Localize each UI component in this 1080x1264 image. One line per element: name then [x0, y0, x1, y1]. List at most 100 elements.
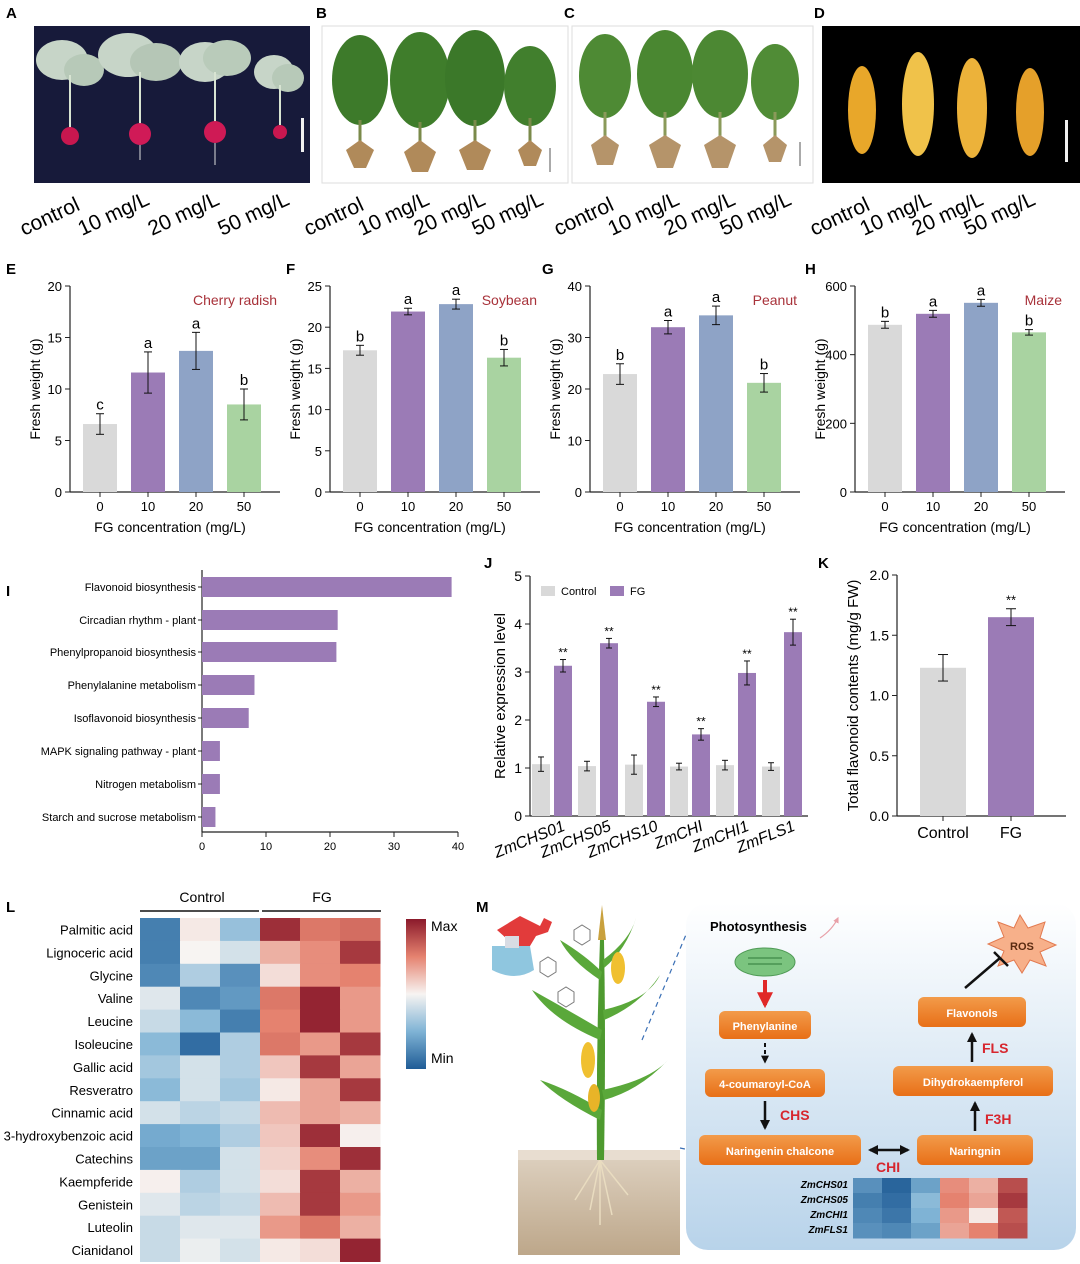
gene-heatmap-cell: [969, 1223, 999, 1239]
panel-letter: K: [818, 555, 829, 572]
significance-mark: **: [1006, 593, 1016, 608]
soybean-plants: [332, 30, 556, 172]
box-label: Naringnin: [949, 1146, 1001, 1158]
pathway-box-phenylanine: Phenylanine: [719, 1011, 811, 1039]
heatmap-cell: [140, 963, 181, 988]
metabolite-label: 3-hydroxybenzoic acid: [4, 1129, 133, 1144]
y-tick-label: 25: [308, 279, 322, 294]
gene-heatmap: [853, 1178, 1028, 1239]
gene-heatmap-cell: [940, 1208, 970, 1224]
gene-heatmap-cell: [882, 1223, 912, 1239]
x-tick-label: Control: [917, 825, 969, 842]
crop-name: Soybean: [482, 292, 537, 308]
bar: [747, 382, 781, 492]
heatmap-cell: [140, 1078, 181, 1102]
x-tick-label: 50: [497, 499, 511, 514]
significance-letter: a: [452, 282, 461, 299]
gene-heatmap-cell: [969, 1208, 999, 1224]
metabolite-label: Resveratro: [69, 1083, 133, 1098]
dose-labels: control 10 mg/L 20 mg/L 50 mg/L: [550, 188, 795, 241]
x-tick-label: 10: [926, 499, 940, 514]
bar: [202, 610, 338, 630]
panel-letter: J: [484, 555, 492, 572]
heatmap-cell: [140, 918, 181, 942]
heatmap-cell: [300, 1238, 341, 1262]
pathway-box-dihydrokaempferol: Dihydrokaempferol: [893, 1066, 1053, 1096]
heatmap-cell: [220, 918, 261, 942]
heatmap-cell: [220, 940, 261, 965]
x-tick-label: 10: [141, 499, 155, 514]
metabolite-label: Kaempferide: [59, 1174, 133, 1189]
heatmap-cell: [260, 986, 301, 1011]
heatmap-cell: [260, 963, 301, 988]
dose-labels: control 10 mg/L 20 mg/L 50 mg/L: [806, 188, 1039, 241]
metabolite-label: Valine: [98, 991, 133, 1006]
bar: [716, 765, 734, 816]
significance-mark: **: [558, 646, 568, 660]
heatmap-cell: [300, 918, 341, 942]
metabolite-label: Cianidanol: [72, 1243, 134, 1258]
significance-letter: b: [500, 332, 508, 349]
x-axis-title: FG concentration (mg/L): [879, 519, 1031, 535]
y-tick-label: 3: [514, 664, 522, 680]
y-tick-label: 2.0: [870, 567, 890, 583]
heatmap-cell: [300, 986, 341, 1011]
significance-mark: **: [742, 647, 752, 661]
photosynthesis-arrow: [819, 916, 839, 939]
x-tick-label: 20: [189, 499, 203, 514]
chart-l-metabolite-heatmap: L Control FG Palmitic acid Lignoceric acid Gl…: [4, 889, 457, 1262]
panel-letter: F: [286, 261, 295, 278]
y-tick-label: 0: [55, 485, 62, 500]
heatmap-cell: [340, 1192, 381, 1217]
heatmap-cell: [180, 1078, 221, 1102]
dose-label: 20 mg/L: [144, 188, 223, 241]
graphene-icons: [539, 924, 591, 1008]
legend-label: FG: [630, 586, 645, 598]
heatmap-cell: [140, 1238, 181, 1262]
box-label: Flavonols: [946, 1008, 997, 1020]
bar: [670, 766, 688, 816]
bar: [651, 327, 685, 492]
heatmap-cell: [340, 918, 381, 942]
heatmap-cell: [180, 1009, 221, 1033]
gene-label: ZmFLS1: [808, 1225, 849, 1236]
heatmap-cell: [180, 1055, 221, 1079]
significance-letter: b: [616, 347, 624, 364]
gene-heatmap-cell: [940, 1223, 970, 1239]
panel-letter: M: [476, 899, 489, 916]
ros-burst: ROS: [986, 913, 1058, 974]
y-tick-label: 10: [308, 403, 322, 418]
panel-letter: L: [6, 899, 15, 916]
chart-g-peanut: G 0 10 20 30 40 b 0 a 10 a 20 b 50 Peanut FG concentrat…: [542, 261, 800, 535]
heatmap-cell: [220, 1124, 261, 1148]
heatmap-cell: [180, 963, 221, 988]
heatmap-cell: [300, 1124, 341, 1148]
y-tick-label: 20: [308, 320, 322, 335]
legend-swatch: [541, 586, 555, 596]
heatmap-cell: [340, 1169, 381, 1194]
bar: [439, 304, 473, 492]
inhibition-line: [964, 957, 1001, 989]
heatmap-cell: [220, 1032, 261, 1056]
heatmap-cell: [300, 963, 341, 988]
y-axis-title: Fresh weight (g): [287, 338, 303, 439]
metabolite-label: Leucine: [87, 1014, 133, 1029]
x-tick-label: FG: [1000, 825, 1022, 842]
panel-c: C control 10 mg/L 20 mg/L 50 mg/L: [550, 5, 814, 241]
y-tick-label: 4: [514, 616, 522, 632]
dose-label: control: [16, 193, 83, 240]
panel-letter: G: [542, 261, 554, 278]
heatmap-cell: [140, 1147, 181, 1171]
y-tick-label: 0.5: [870, 748, 890, 764]
bar: [202, 642, 337, 662]
x-tick-label: 20: [974, 499, 988, 514]
gene-heatmap-cell: [911, 1223, 941, 1239]
x-tick-label: 30: [388, 841, 400, 853]
metabolite-label: Glycine: [90, 968, 133, 983]
significance-letter: b: [760, 357, 768, 374]
significance-mark: **: [696, 715, 706, 729]
x-tick-label: 20: [449, 499, 463, 514]
bar: [762, 766, 780, 816]
legend-swatch: [610, 586, 624, 596]
dose-labels: control 10 mg/L 20 mg/L 50 mg/L: [300, 188, 547, 241]
